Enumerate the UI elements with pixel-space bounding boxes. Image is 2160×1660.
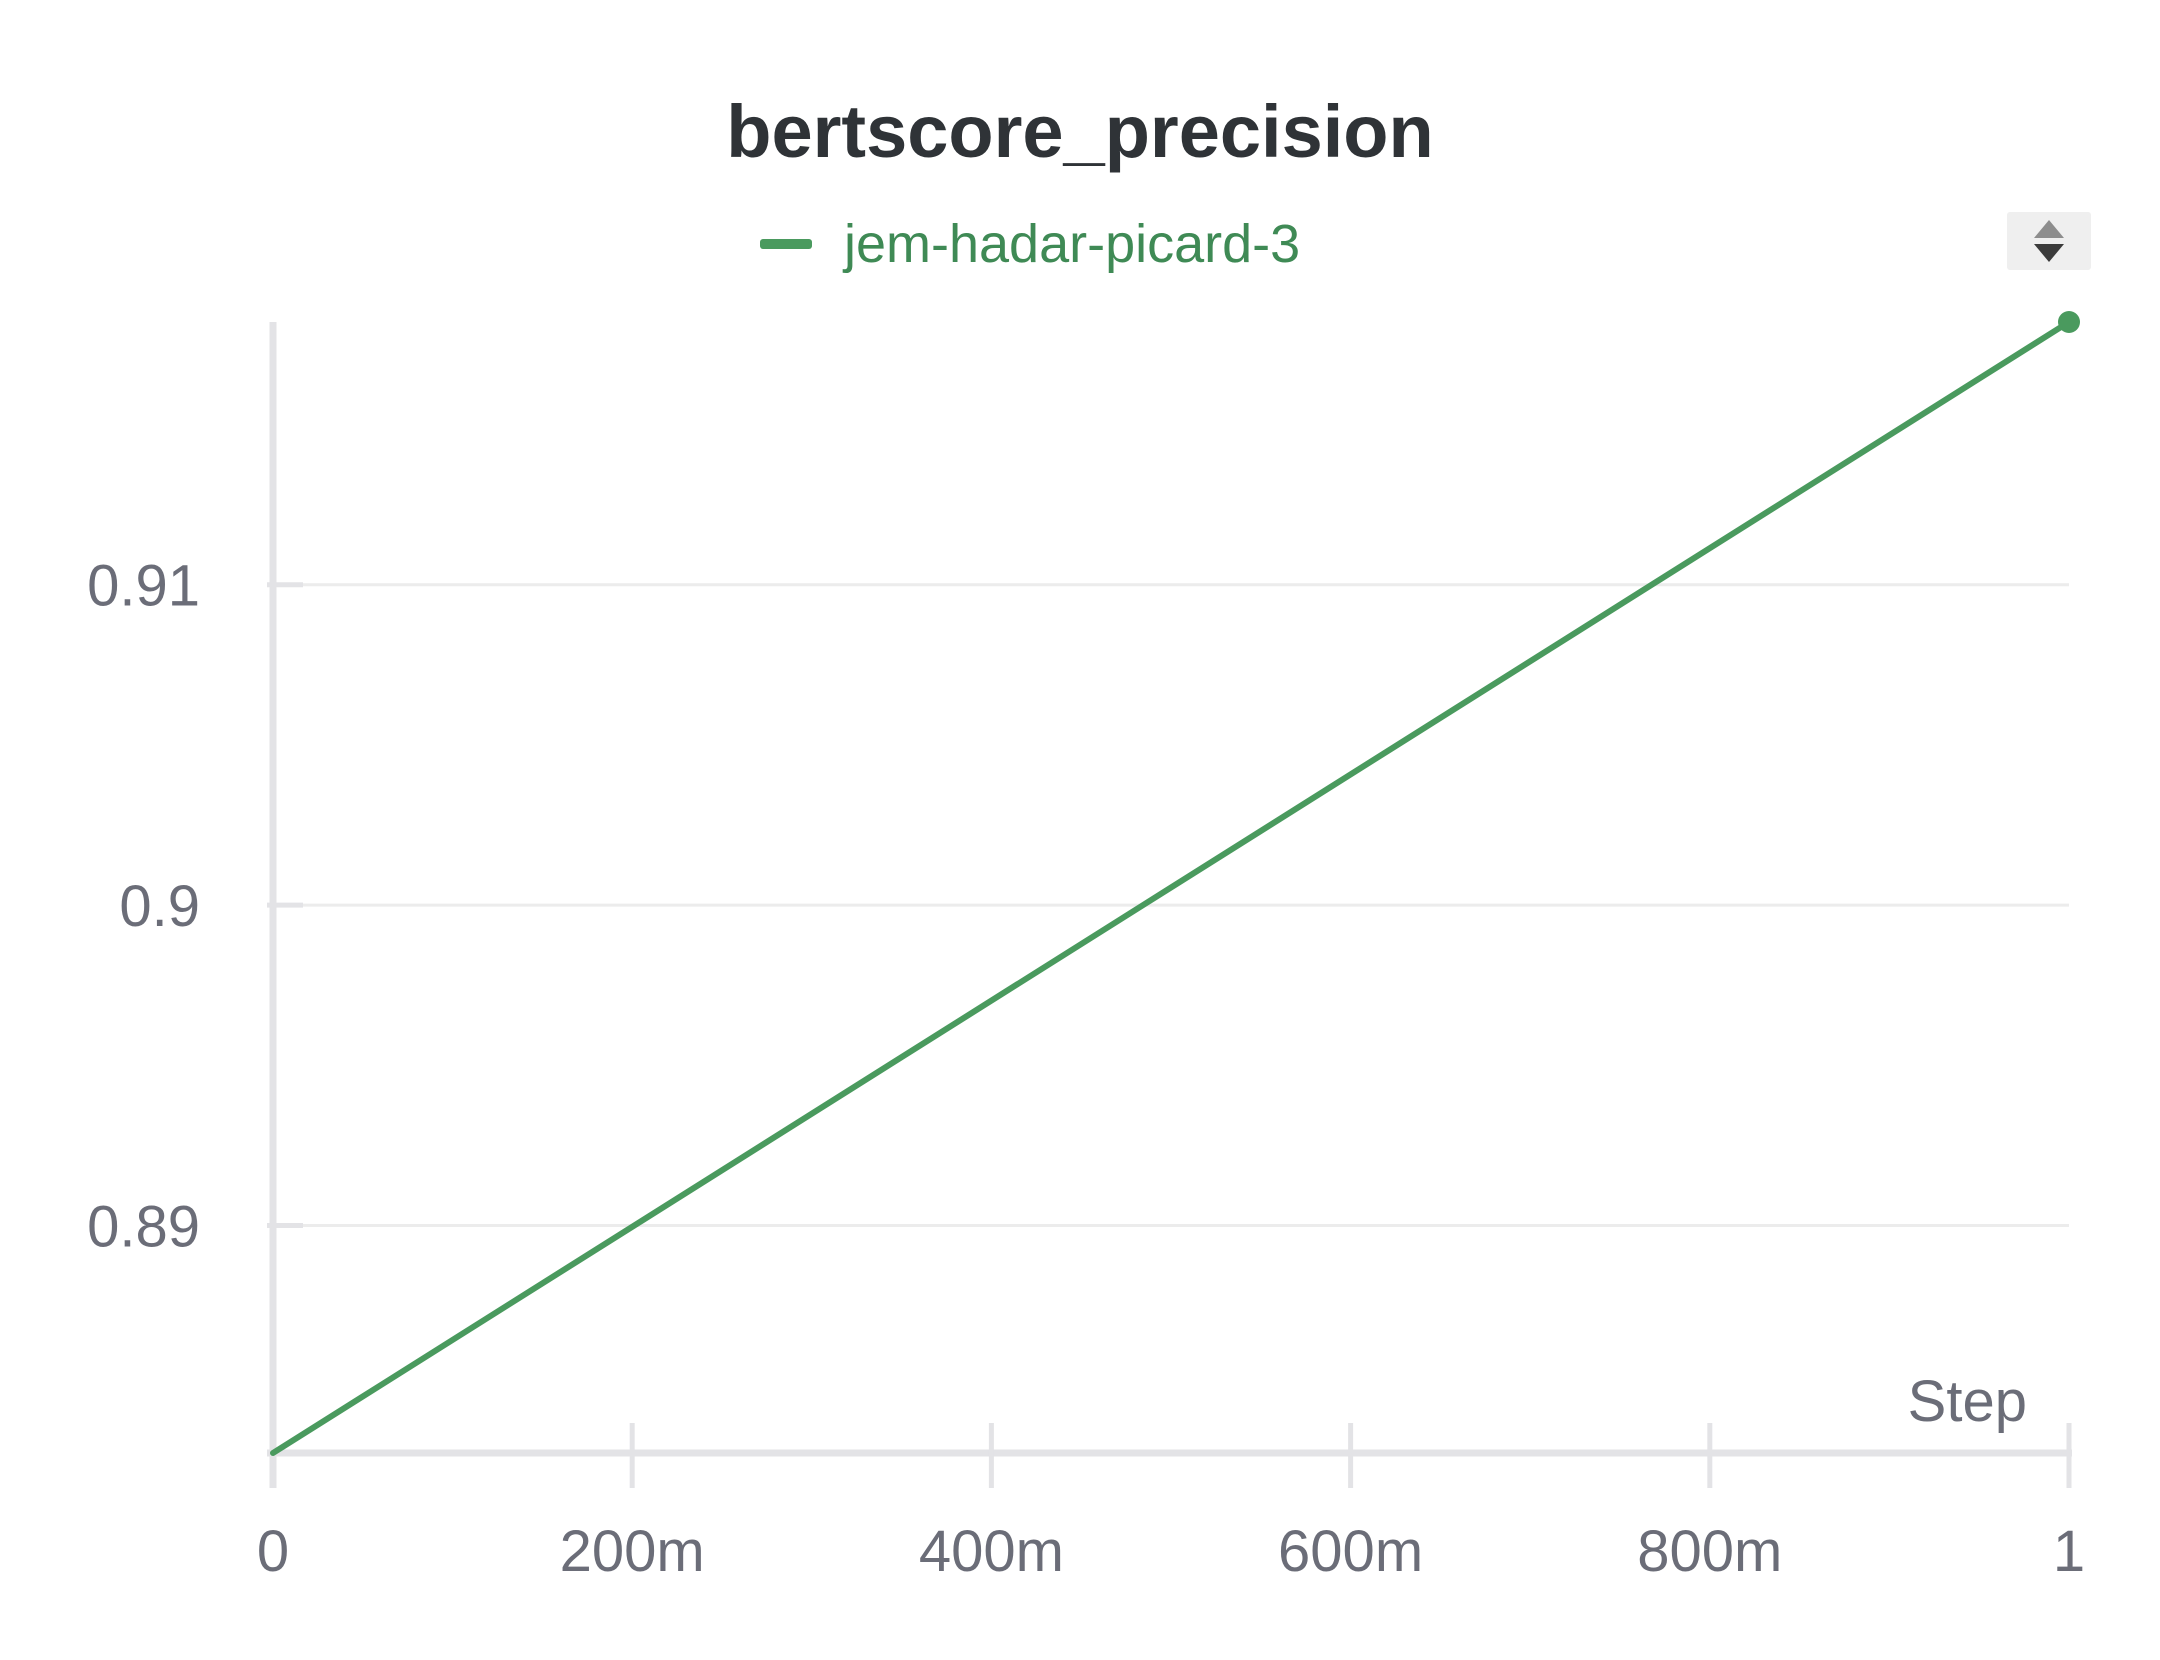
- chart-title: bertscore_precision: [726, 90, 1434, 173]
- x-tick-label: 800m: [1637, 1519, 1782, 1584]
- legend: jem-hadar-picard-3: [760, 214, 1300, 274]
- y-tick-label: 0.9: [119, 874, 200, 939]
- legend-label-series[interactable]: jem-hadar-picard-3: [844, 214, 1301, 274]
- sort-toggle-button[interactable]: [2007, 212, 2091, 270]
- sort-up-icon: [2034, 220, 2064, 238]
- x-tick-label: 0: [257, 1519, 289, 1584]
- x-axis-label: Step: [1908, 1369, 2027, 1434]
- x-tick-label: 1: [2053, 1519, 2085, 1584]
- x-tick-label: 200m: [560, 1519, 705, 1584]
- x-tick-label: 600m: [1278, 1519, 1423, 1584]
- x-tick-label: 400m: [919, 1519, 1064, 1584]
- series-endpoint-marker[interactable]: [2058, 311, 2080, 333]
- y-tick-label: 0.91: [87, 554, 200, 619]
- y-tick-label: 0.89: [87, 1195, 200, 1260]
- series-line: [270, 319, 2072, 1456]
- legend-swatch: [760, 239, 812, 249]
- sort-down-icon: [2034, 244, 2064, 262]
